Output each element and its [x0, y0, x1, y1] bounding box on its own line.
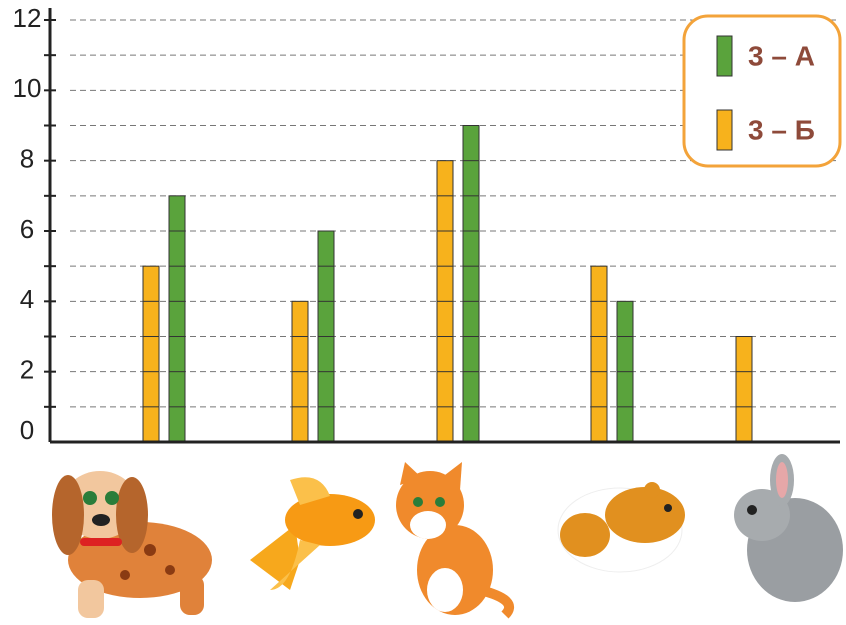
axes: 0 2 4 6 8 10 12 — [13, 3, 840, 445]
bar — [168, 195, 186, 443]
legend-label: 3 – А — [748, 40, 815, 71]
y-tick-label: 0 — [20, 415, 34, 445]
legend-label: 3 – Б — [748, 114, 815, 145]
y-tick-label: 2 — [20, 355, 34, 385]
hamster-picture — [557, 482, 685, 573]
fish-picture — [250, 477, 375, 590]
bar — [142, 265, 160, 443]
bar — [735, 336, 753, 443]
legend-swatch — [716, 109, 733, 151]
bars — [142, 125, 753, 443]
y-tick-label: 10 — [13, 73, 42, 103]
cat-picture — [396, 462, 514, 619]
bar — [462, 125, 480, 443]
y-tick-label: 4 — [20, 284, 34, 314]
bar — [590, 265, 608, 443]
y-tick-label: 12 — [13, 3, 42, 33]
y-tick-label: 6 — [20, 214, 34, 244]
y-tick-label: 8 — [20, 144, 34, 174]
legend: 3 – А 3 – Б — [682, 14, 842, 168]
dog-picture — [52, 471, 212, 618]
legend-swatch — [716, 35, 733, 77]
rabbit-picture — [734, 454, 843, 602]
